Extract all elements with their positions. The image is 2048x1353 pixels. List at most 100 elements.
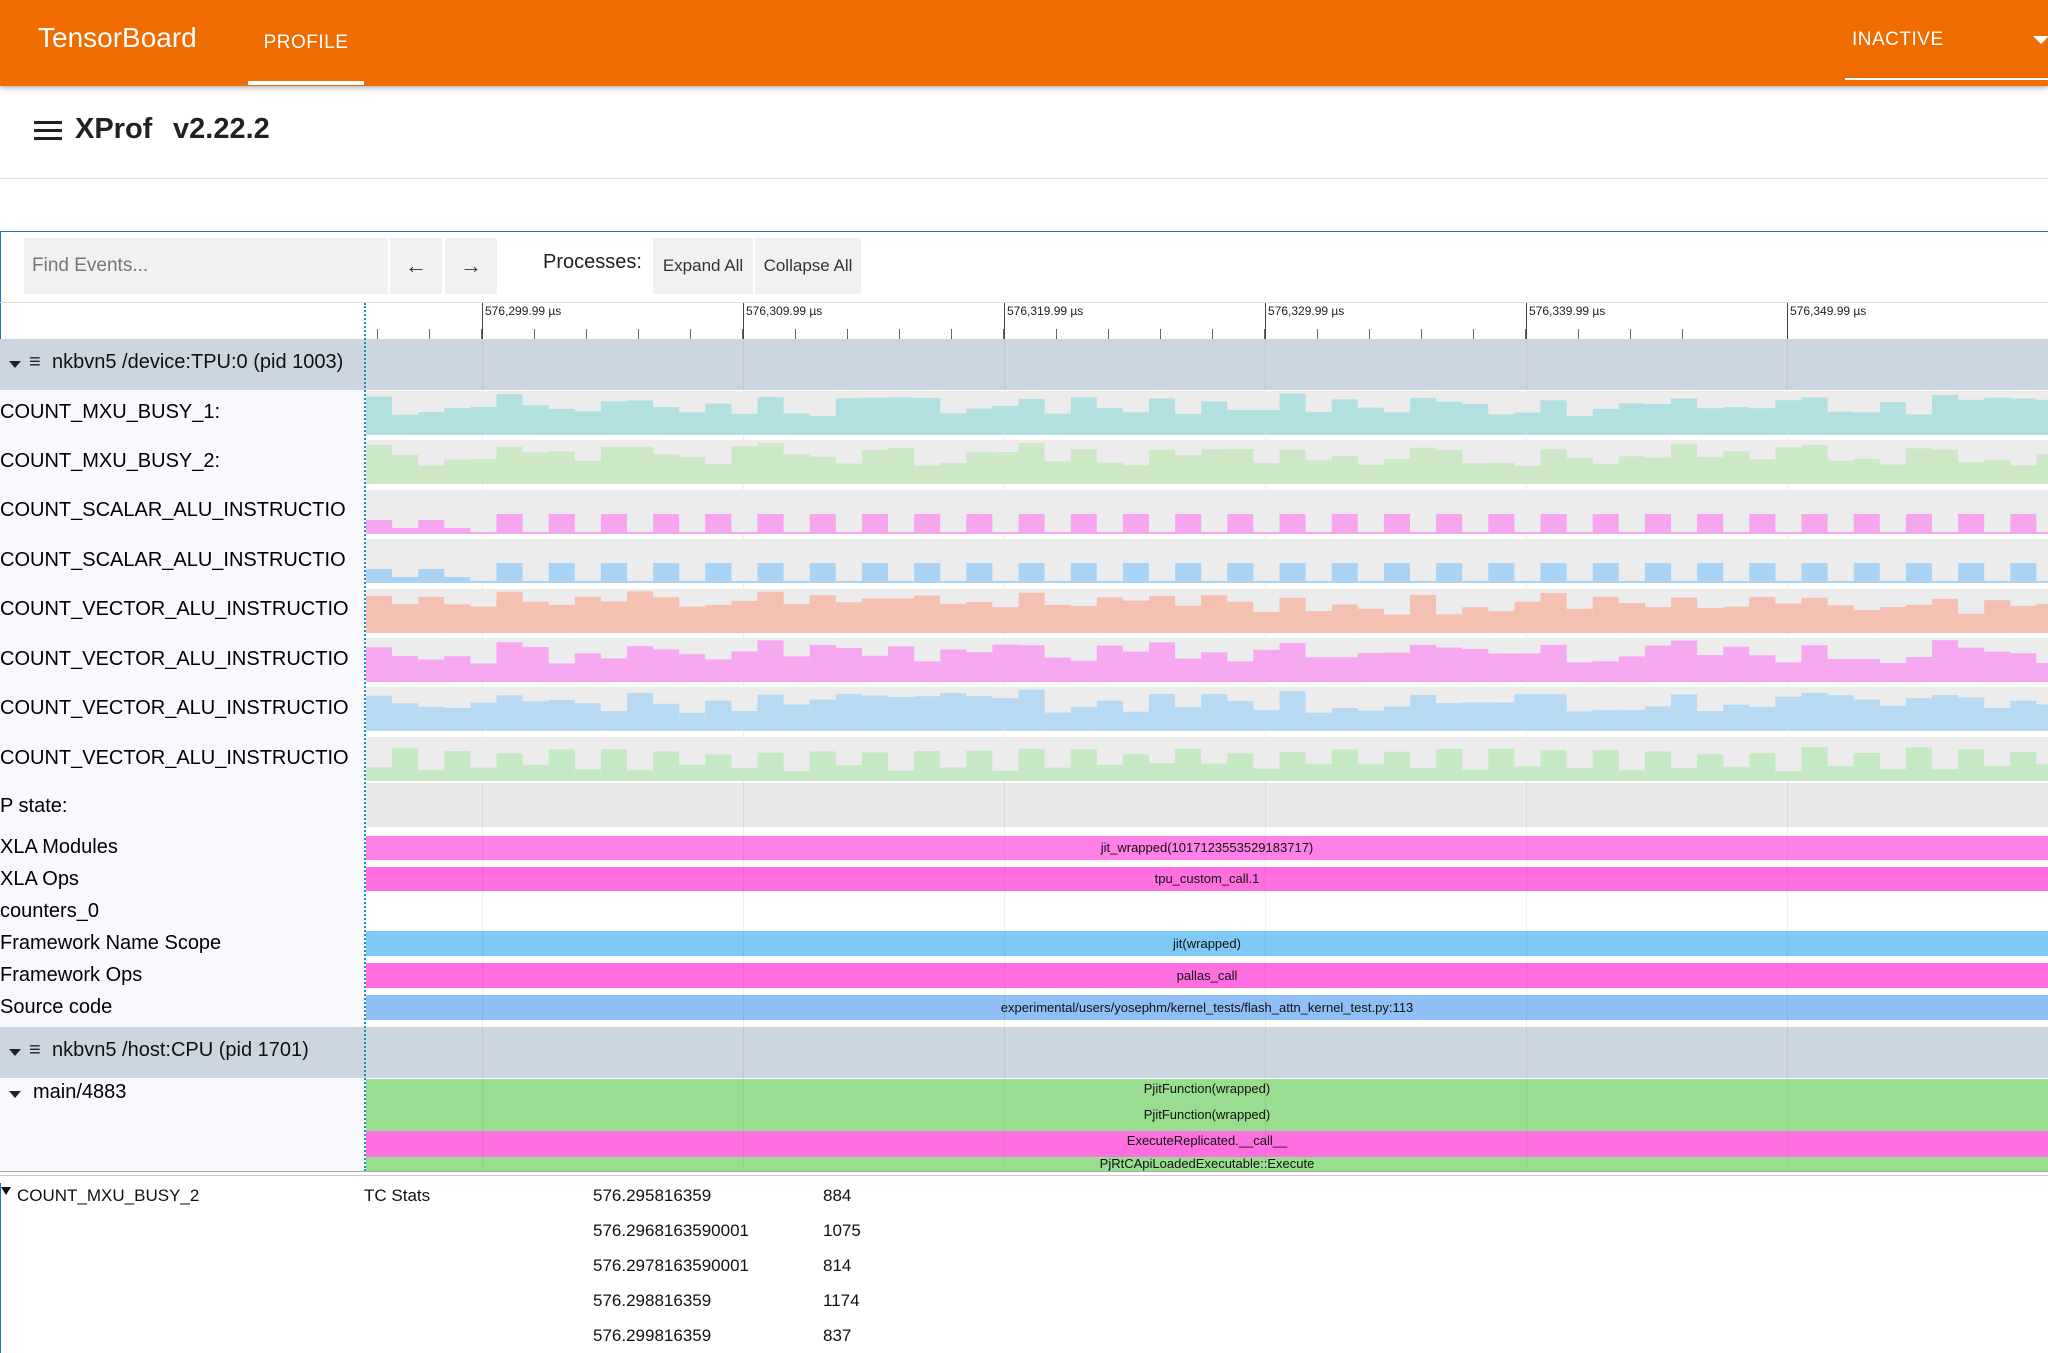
counter-sample — [470, 606, 497, 633]
counter-sample — [1775, 400, 1802, 435]
counter-sample — [1827, 695, 1854, 732]
counter-sample — [2036, 399, 2048, 435]
counter-sample — [757, 397, 784, 435]
caret-down-icon[interactable] — [9, 1049, 21, 1056]
xla-module-slice[interactable]: jit_wrapped(1017123553529183717) — [366, 836, 2048, 860]
dropdown-underline — [1845, 78, 2048, 80]
details-time: 576.2978163590001 — [593, 1256, 749, 1275]
caret-down-icon[interactable] — [1, 1187, 11, 1195]
counter-sample — [1514, 412, 1541, 435]
process-header-cpu[interactable]: ≡ nkbvn5 /host:CPU (pid 1701) — [0, 1027, 2048, 1078]
counter-sample — [1070, 563, 1097, 584]
slice-track-label: XLA Modules — [0, 836, 118, 858]
counter-sample — [1644, 404, 1671, 435]
pstate-track[interactable] — [366, 783, 2048, 827]
ruler-minor-tick — [1264, 329, 1265, 339]
counter-sample — [366, 445, 393, 485]
counter-sample — [1879, 768, 1906, 781]
caret-down-icon[interactable] — [2033, 36, 2048, 44]
next-event-button[interactable]: → — [445, 238, 497, 294]
counter-baseline — [366, 581, 2048, 584]
counter-sample — [1462, 403, 1489, 435]
counter-sample — [1488, 610, 1515, 633]
counter-sample — [966, 408, 993, 435]
counter-sample — [1279, 751, 1306, 781]
counter-sample — [679, 764, 706, 781]
counter-sample — [809, 563, 836, 584]
track-area[interactable]: ≡ nkbvn5 /device:TPU:0 (pid 1003) COUNT_… — [0, 339, 2048, 1171]
thread-slice[interactable]: ExecuteReplicated.__call__ — [366, 1131, 2048, 1157]
counter-sample — [522, 764, 549, 781]
thread-slice[interactable]: PjitFunction(wrapped) — [366, 1079, 2048, 1105]
counter-sample — [1436, 513, 1463, 534]
counter-sample — [1488, 513, 1515, 534]
caret-down-icon[interactable] — [9, 361, 21, 368]
counter-sample — [1331, 399, 1358, 435]
counter-sample — [1723, 451, 1750, 485]
ruler-major-tick — [1004, 303, 1005, 339]
collapse-all-button[interactable]: Collapse All — [755, 238, 861, 294]
counter-graph — [366, 640, 2048, 682]
counter-sample — [1070, 605, 1097, 633]
drag-handle-icon[interactable]: ≡ — [29, 1039, 41, 1061]
counter-sample — [809, 645, 836, 682]
counter-sample — [548, 513, 575, 534]
counter-sample — [1044, 413, 1071, 435]
counter-sample — [1436, 613, 1463, 633]
counter-sample — [1984, 708, 2011, 732]
menu-icon[interactable] — [34, 121, 62, 141]
counter-sample — [1488, 653, 1515, 682]
counter-sample — [1018, 645, 1045, 682]
counter-sample — [1514, 694, 1541, 732]
framework-scope-slice[interactable]: jit(wrapped) — [366, 931, 2048, 956]
caret-down-icon[interactable] — [9, 1091, 21, 1098]
counter-sample — [1096, 462, 1123, 485]
counter-sample — [966, 696, 993, 732]
counter-sample — [783, 413, 810, 435]
thread-slice[interactable]: PjitFunction(wrapped) — [366, 1105, 2048, 1131]
counter-sample — [1149, 595, 1176, 633]
counter-sample — [1540, 694, 1567, 732]
process-name: nkbvn5 /device:TPU:0 (pid 1003) — [52, 351, 344, 373]
counter-sample — [470, 663, 497, 682]
counter-sample — [1122, 513, 1149, 534]
ruler-minor-tick — [1317, 329, 1318, 339]
inactive-plugins-dropdown[interactable]: INACTIVE — [1852, 29, 1944, 50]
find-events-input[interactable] — [24, 238, 388, 294]
ruler-minor-tick — [899, 329, 900, 339]
counter-sample — [1905, 657, 1932, 682]
counter-sample — [1749, 563, 1776, 584]
framework-op-slice[interactable]: pallas_call — [366, 963, 2048, 988]
thread-slice[interactable]: PjRtCApiLoadedExecutable::Execute — [366, 1157, 2048, 1171]
counter-sample — [861, 597, 888, 633]
counter-sample — [940, 767, 967, 781]
counter-sample — [940, 413, 967, 435]
tab-profile[interactable]: PROFILE — [263, 32, 349, 53]
counter-sample — [1853, 659, 1880, 682]
prev-event-button[interactable]: ← — [390, 238, 442, 294]
counter-sample — [1253, 611, 1280, 633]
counter-sample — [1227, 513, 1254, 534]
time-ruler[interactable]: 576,299.99 µs 576,309.99 µs 576,319.99 µ… — [364, 303, 2048, 340]
counter-sample — [1932, 640, 1959, 682]
thread-label: main/4883 — [33, 1081, 127, 1103]
counter-sample — [966, 750, 993, 781]
xla-op-slice[interactable]: tpu_custom_call.1 — [366, 867, 2048, 891]
drag-handle-icon[interactable]: ≡ — [29, 351, 41, 373]
counter-sample — [1357, 608, 1384, 633]
counter-sample — [496, 695, 523, 732]
counter-sample — [1879, 464, 1906, 485]
counter-sample — [1879, 606, 1906, 633]
source-code-slice[interactable]: experimental/users/yosephm/kernel_tests/… — [366, 995, 2048, 1020]
counter-sample — [1253, 649, 1280, 682]
expand-all-button[interactable]: Expand All — [653, 238, 753, 294]
process-header-tpu[interactable]: ≡ nkbvn5 /device:TPU:0 (pid 1003) — [0, 339, 2048, 390]
counter-sample — [914, 661, 941, 682]
counter-sample — [444, 408, 471, 435]
counter-sample — [444, 708, 471, 732]
counter-sample — [809, 456, 836, 485]
counter-sample — [522, 601, 549, 633]
counter-sample — [888, 697, 915, 732]
counter-sample — [1227, 701, 1254, 732]
details-panel-splitter[interactable] — [0, 1171, 2048, 1183]
